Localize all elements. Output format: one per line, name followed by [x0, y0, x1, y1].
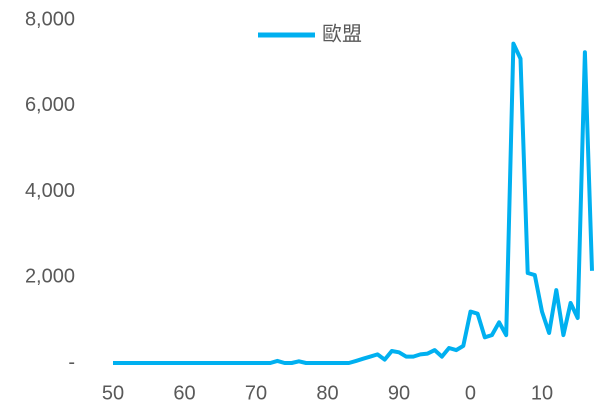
y-tick-label: - [68, 351, 75, 373]
x-tick-label: 60 [173, 382, 195, 404]
y-tick-label: 2,000 [25, 266, 75, 288]
series-line [113, 41, 594, 365]
x-tick-label: 10 [531, 382, 553, 404]
y-tick-label: 6,000 [25, 94, 75, 116]
x-tick-label: 0 [465, 382, 476, 404]
x-tick-label: 80 [316, 382, 338, 404]
x-tick-label: 50 [102, 382, 124, 404]
legend-label: 歐盟 [322, 22, 362, 45]
x-tick-label: 90 [388, 382, 410, 404]
y-tick-label: 8,000 [25, 8, 75, 30]
y-tick-label: 4,000 [25, 180, 75, 202]
x-tick-label: 70 [245, 382, 267, 404]
